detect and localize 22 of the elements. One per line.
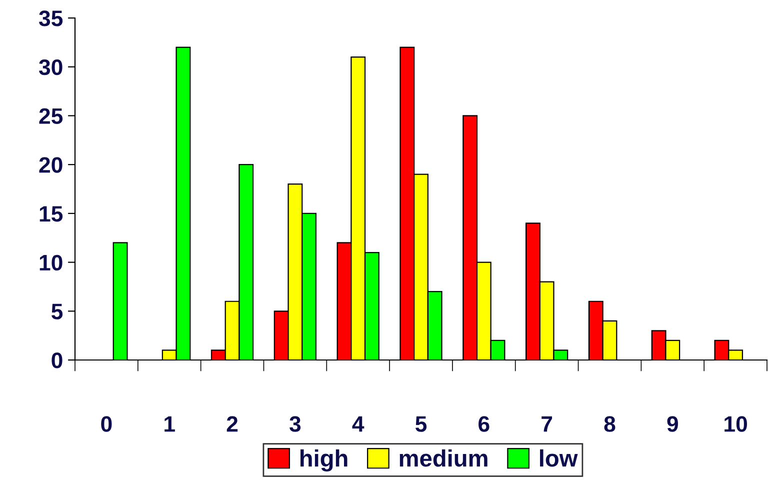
y-tick-label: 20 bbox=[39, 157, 62, 173]
legend-label: low bbox=[540, 449, 578, 467]
x-tick-label: 10 bbox=[724, 416, 747, 432]
x-tick-label: 2 bbox=[226, 416, 238, 432]
y-tick-label: 5 bbox=[52, 304, 63, 320]
legend-label: high bbox=[300, 449, 348, 472]
y-tick-label: 0 bbox=[52, 352, 62, 368]
x-tick-label: 8 bbox=[604, 416, 616, 432]
x-tick-label: 6 bbox=[478, 416, 490, 432]
y-tick-label: 35 bbox=[38, 10, 63, 26]
x-tick-label: 1 bbox=[164, 416, 175, 432]
x-tick-label: 4 bbox=[352, 416, 364, 432]
x-tick-label: 3 bbox=[290, 416, 301, 432]
x-tick-label: 5 bbox=[416, 416, 427, 432]
y-tick-label: 10 bbox=[40, 254, 62, 271]
y-tick-label: 15 bbox=[40, 206, 63, 222]
y-tick-label: 25 bbox=[39, 108, 63, 124]
x-tick-label: 7 bbox=[542, 416, 552, 432]
y-tick-label: 30 bbox=[38, 59, 62, 76]
x-tick-label: 9 bbox=[667, 416, 678, 432]
x-tick-label: 0 bbox=[101, 416, 112, 432]
legend-label: medium bbox=[400, 449, 488, 467]
